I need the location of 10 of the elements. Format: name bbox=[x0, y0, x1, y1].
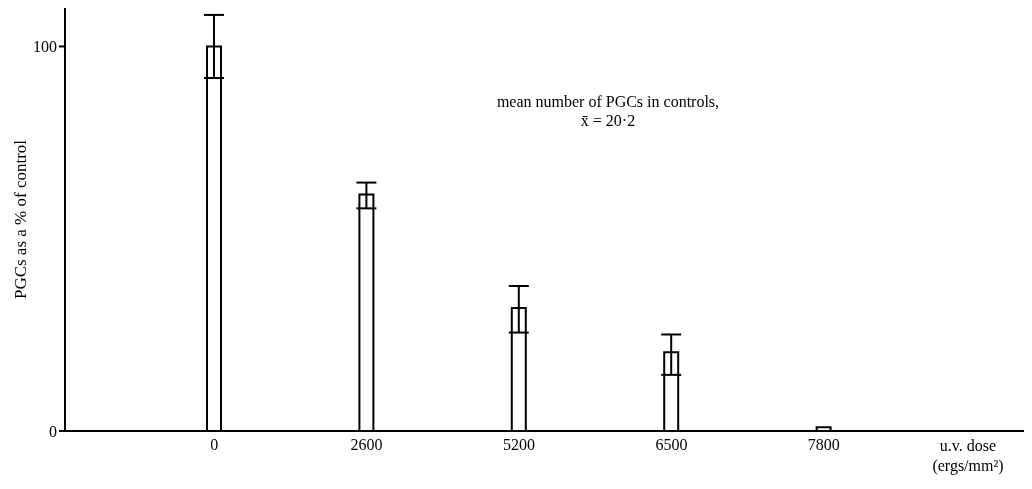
annotation: x̄ = 20·2 bbox=[579, 111, 637, 130]
annotation: mean number of PGCs in controls, bbox=[495, 92, 721, 111]
x-tick-label: 5200 bbox=[503, 436, 535, 454]
x-axis-title: u.v. dose (ergs/mm²) bbox=[931, 436, 1005, 476]
y-tick-label: 100 bbox=[33, 38, 57, 56]
x-tick-label: 7800 bbox=[807, 436, 840, 454]
y-axis-title: PGCs as a % of control bbox=[11, 139, 31, 300]
x-tick-label: 6500 bbox=[655, 436, 688, 454]
x-tick-label: 2600 bbox=[350, 436, 383, 454]
x-tick-label: 0 bbox=[210, 436, 219, 454]
